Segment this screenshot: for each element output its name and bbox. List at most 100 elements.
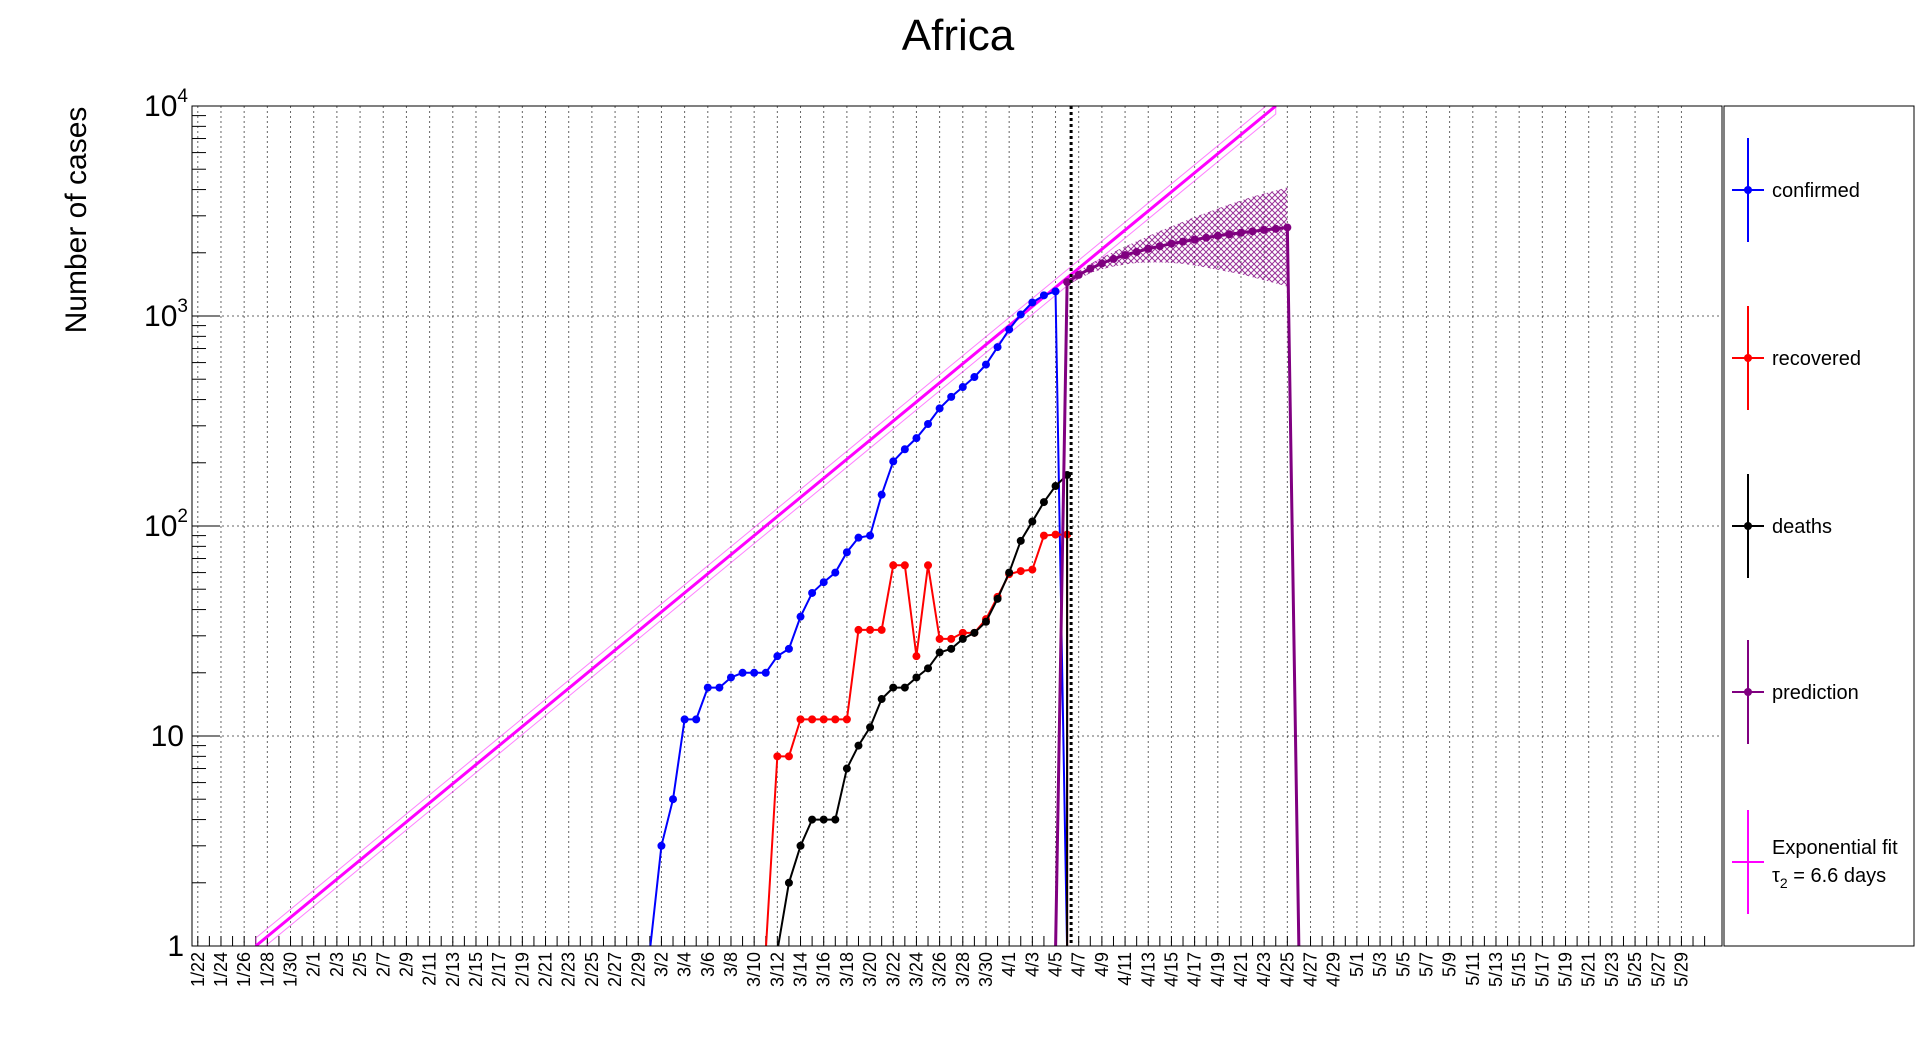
- legend-label: Exponential fit: [1772, 837, 1898, 859]
- legend-label: recovered: [1772, 348, 1861, 370]
- data-point: [877, 695, 886, 704]
- data-point: [958, 628, 967, 637]
- data-point: [1225, 230, 1234, 239]
- data-point: [796, 715, 805, 724]
- data-point: [970, 628, 979, 637]
- data-point: [726, 673, 735, 682]
- chart-title: Africa: [902, 11, 1015, 60]
- x-tick-label: 4/1: [999, 952, 1019, 977]
- x-tick-label: 4/27: [1301, 952, 1321, 987]
- data-point: [947, 634, 956, 643]
- data-point: [773, 752, 782, 761]
- data-point: [1167, 239, 1176, 248]
- data-point: [1005, 325, 1014, 334]
- x-tick-label: 3/18: [837, 952, 857, 987]
- x-tick-label: 1/26: [234, 952, 254, 987]
- data-point: [761, 668, 770, 677]
- x-tick-label: 4/7: [1069, 952, 1089, 977]
- x-tick-label: 5/29: [1671, 952, 1691, 987]
- data-point: [900, 683, 909, 692]
- x-tick-label: 2/19: [512, 952, 532, 987]
- data-point: [1155, 242, 1164, 251]
- x-tick-label: 5/7: [1416, 952, 1436, 977]
- x-tick-label: 5/19: [1556, 952, 1576, 987]
- data-point: [900, 445, 909, 454]
- data-point: [924, 664, 933, 673]
- x-tick-label: 2/9: [396, 952, 416, 977]
- data-point: [831, 815, 840, 824]
- data-point: [947, 392, 956, 401]
- x-tick-label: 3/4: [675, 952, 695, 977]
- x-tick-label: 3/6: [698, 952, 718, 977]
- data-point: [669, 795, 678, 804]
- x-tick-label: 2/13: [443, 952, 463, 987]
- x-tick-label: 4/5: [1046, 952, 1066, 977]
- data-point: [1016, 310, 1025, 319]
- data-point: [692, 715, 701, 724]
- x-tick-label: 4/11: [1115, 952, 1135, 986]
- series-line: [777, 472, 1069, 946]
- x-tick-label: 2/15: [466, 952, 486, 987]
- data-point: [1005, 568, 1014, 577]
- x-tick-label: 2/7: [373, 952, 393, 977]
- data-point: [981, 360, 990, 369]
- data-point: [877, 490, 886, 499]
- data-point: [924, 561, 933, 570]
- x-tick-label: 5/27: [1648, 952, 1668, 987]
- legend-marker: [1744, 186, 1752, 194]
- data-point: [703, 683, 712, 692]
- legend-item: prediction: [1732, 640, 1859, 744]
- x-tick-label: 4/25: [1277, 952, 1297, 987]
- data-point: [1260, 225, 1269, 234]
- data-point: [1109, 254, 1118, 263]
- data-point: [1086, 264, 1095, 273]
- data-point: [819, 578, 828, 587]
- data-point: [866, 723, 875, 732]
- plot-frame: [191, 105, 1723, 947]
- data-point: [889, 683, 898, 692]
- x-tick-label: 4/15: [1161, 952, 1181, 987]
- y-tick-label: 104: [144, 86, 188, 123]
- prediction-band: [1067, 187, 1288, 287]
- data-point: [1039, 291, 1048, 300]
- x-tick-label: 2/23: [559, 952, 579, 987]
- data-point: [958, 634, 967, 643]
- x-tick-label: 5/11: [1463, 952, 1483, 986]
- data-point: [784, 752, 793, 761]
- legend-label: deaths: [1772, 516, 1832, 538]
- data-point: [1039, 531, 1048, 540]
- data-point: [877, 625, 886, 634]
- fit-band: [255, 106, 1277, 946]
- data-point: [1213, 231, 1222, 240]
- data-point: [842, 715, 851, 724]
- data-point: [866, 531, 875, 540]
- x-tick-label: 2/27: [605, 952, 625, 987]
- data-point: [842, 764, 851, 773]
- x-tick-label: 5/25: [1625, 952, 1645, 987]
- legend: confirmed recovered deaths prediction Expone…: [1723, 105, 1915, 947]
- data-point: [784, 878, 793, 887]
- data-point: [993, 594, 1002, 603]
- series-line: [765, 533, 1069, 946]
- data-point: [854, 741, 863, 750]
- data-point: [808, 715, 817, 724]
- data-point: [831, 715, 840, 724]
- x-tick-label: 2/11: [420, 952, 440, 986]
- data-point: [1271, 224, 1280, 233]
- legend-marker: [1744, 522, 1752, 530]
- data-point: [924, 419, 933, 428]
- x-tick-label: 3/14: [791, 952, 811, 987]
- x-tick-label: 2/21: [536, 952, 556, 987]
- x-tick-label: 2/29: [628, 952, 648, 987]
- y-tick-label: 102: [144, 506, 188, 543]
- legend-label: prediction: [1772, 682, 1859, 704]
- x-tick-label: 5/5: [1393, 952, 1413, 977]
- data-point: [958, 383, 967, 392]
- data-point: [1039, 498, 1048, 507]
- data-point: [1179, 237, 1188, 246]
- data-point: [796, 612, 805, 621]
- x-tick-label: 3/10: [744, 952, 764, 987]
- x-tick-label: 3/20: [860, 952, 880, 987]
- x-tick-label: 4/29: [1324, 952, 1344, 987]
- data-point: [680, 715, 689, 724]
